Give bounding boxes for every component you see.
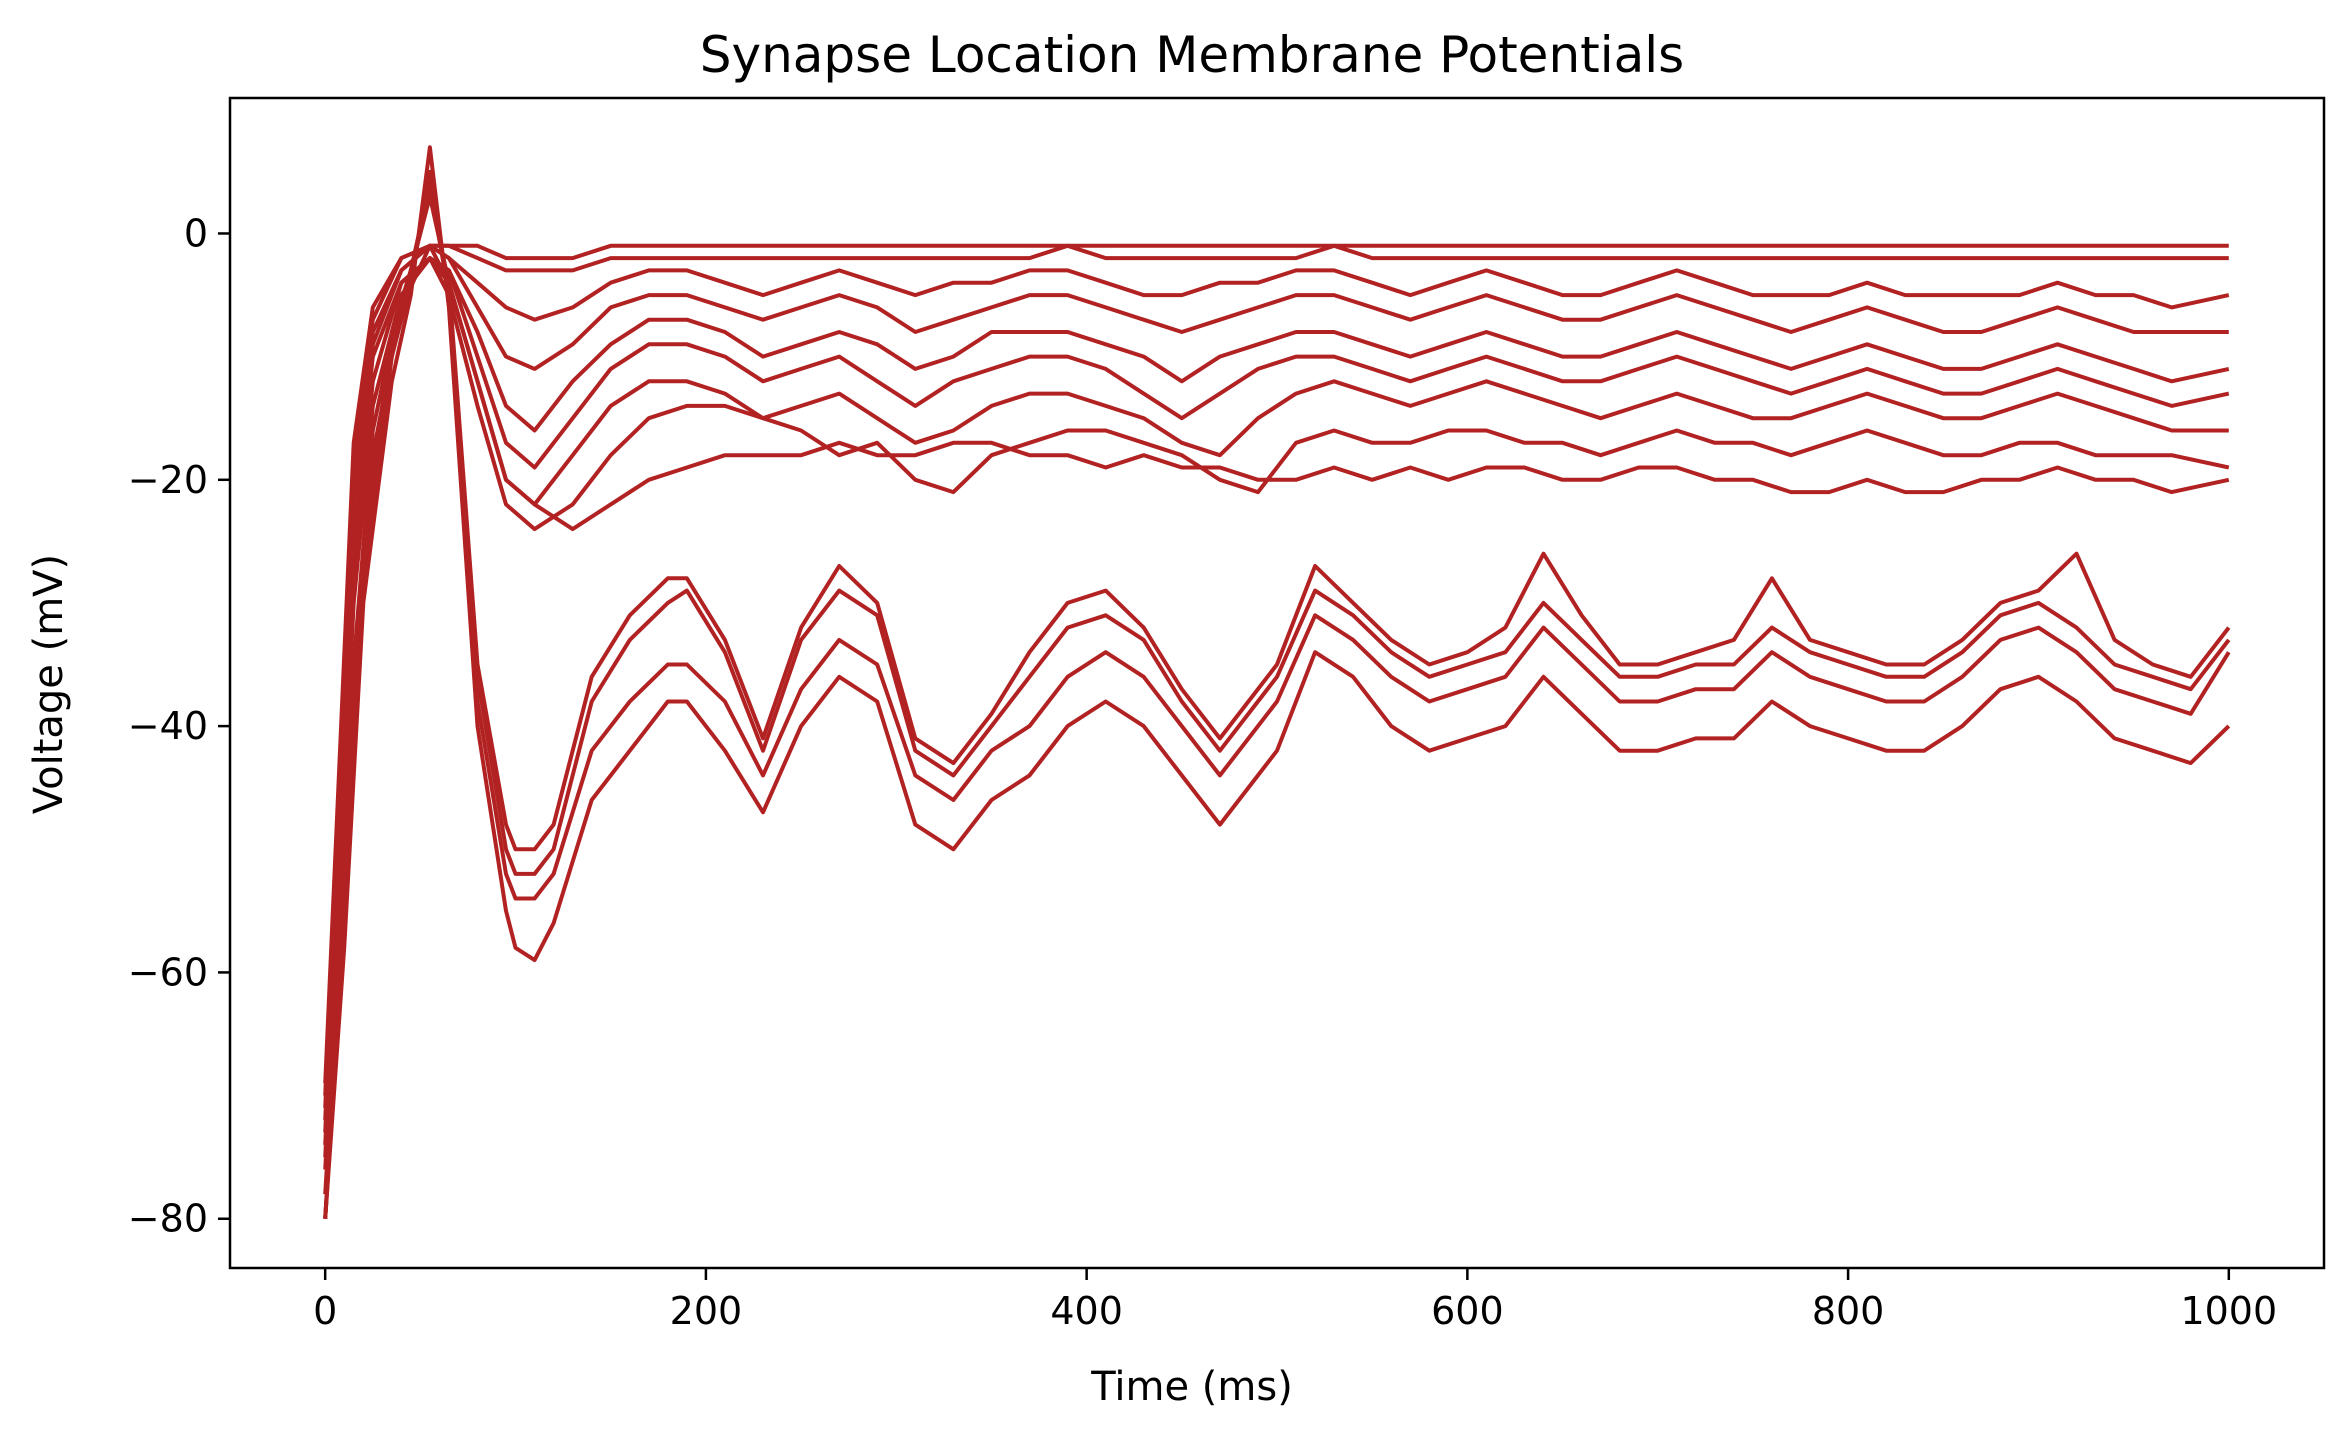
- x-tick-label: 1000: [2180, 1289, 2277, 1333]
- series-group: [323, 145, 2231, 1219]
- x-tick-label: 400: [1050, 1289, 1123, 1333]
- y-tick-label: −20: [128, 458, 208, 502]
- series-line-13: [323, 243, 2229, 1084]
- chart-title: Synapse Location Membrane Potentials: [700, 26, 1684, 84]
- x-axis-ticks: 0 200 400 600 800 1000: [313, 1268, 2277, 1333]
- series-line-5: [323, 243, 2230, 1195]
- x-tick-label: 600: [1431, 1289, 1504, 1333]
- series-line-8: [323, 256, 2230, 1145]
- series-line-4: [323, 194, 2231, 1219]
- y-tick-label: −60: [128, 950, 208, 994]
- series-line-7: [323, 256, 2229, 1158]
- y-axis-label: Voltage (mV): [26, 554, 72, 814]
- series-line-11: [323, 243, 2230, 1108]
- x-tick-label: 200: [670, 1289, 743, 1333]
- series-line-1: [323, 145, 2231, 1219]
- series-line-3: [323, 182, 2231, 1219]
- y-tick-label: −80: [128, 1197, 208, 1241]
- series-line-2: [323, 169, 2231, 1219]
- series-line-10: [323, 243, 2229, 1121]
- series-line-9: [323, 256, 2230, 1133]
- y-axis-ticks: 0 −20 −40 −60 −80: [128, 211, 230, 1241]
- series-line-6: [323, 256, 2230, 1170]
- series-line-12: [323, 243, 2229, 1096]
- x-tick-label: 800: [1812, 1289, 1885, 1333]
- y-tick-label: 0: [184, 211, 208, 255]
- plot-area-frame: [228, 96, 2326, 1270]
- y-tick-label: −40: [128, 704, 208, 748]
- x-axis-label: Time (ms): [1090, 1364, 1293, 1410]
- x-tick-label: 0: [313, 1289, 337, 1333]
